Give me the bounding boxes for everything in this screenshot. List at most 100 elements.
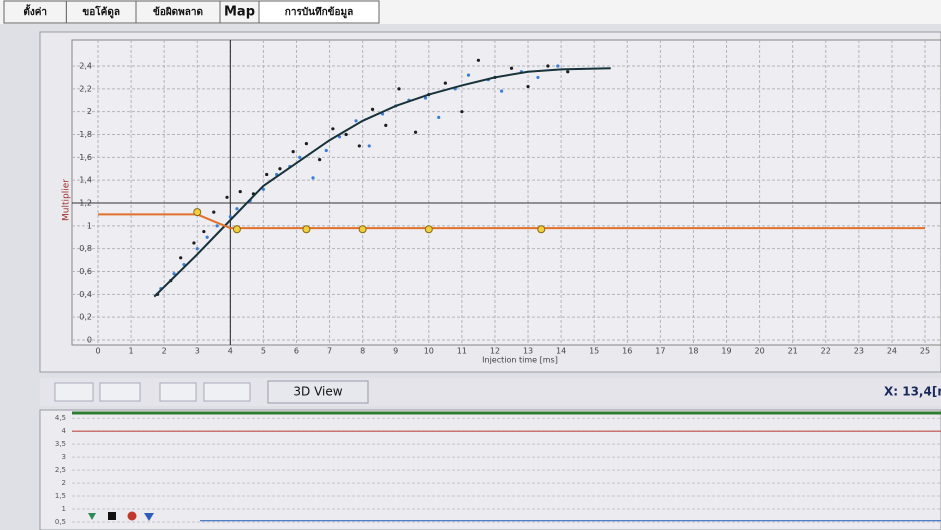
scatter-point xyxy=(235,207,239,211)
scatter-point xyxy=(370,107,375,111)
tab-label[interactable]: ขอโค้ดูล xyxy=(82,5,120,19)
button[interactable] xyxy=(203,382,251,402)
y-tick-label: 1,5 xyxy=(55,492,66,500)
x-tick-label: 19 xyxy=(721,347,731,356)
y-tick-label: 0,4 xyxy=(79,290,92,299)
point-marker xyxy=(424,225,433,234)
scatter-point xyxy=(536,75,540,80)
y-tick-label: 0,6 xyxy=(79,267,92,276)
main-chart: 00,20,40,60,811,21,41,61,822,22,40 1 2 3 4 5 6… xyxy=(62,39,941,365)
y-tick-label: 2,4 xyxy=(79,62,92,71)
scatter-point xyxy=(179,256,183,260)
x-tick-label: 16 xyxy=(622,347,632,356)
tab-label[interactable]: ข้อผิดพลาด xyxy=(153,6,203,18)
series-line xyxy=(98,213,925,230)
scatter-point xyxy=(265,172,269,177)
point-marker xyxy=(537,225,546,234)
cursor-readout: X: 13,4[ms xyxy=(884,385,941,399)
x-tick-label: 17 xyxy=(655,347,665,356)
x-tick-label: 11 xyxy=(457,347,467,356)
scatter-point xyxy=(238,189,242,194)
y-tick-label: 2 xyxy=(62,479,66,487)
tabs: ตั้งค่า ขอโค้ดูล ข้อผิดพลาด Map การบันทึกข้อ… xyxy=(3,0,380,24)
y-tick-label: 1,6 xyxy=(79,153,92,162)
scatter-point xyxy=(437,115,441,119)
scatter-point xyxy=(225,195,229,199)
scatter-point xyxy=(291,150,295,154)
point-marker xyxy=(232,225,241,234)
button[interactable] xyxy=(159,382,197,402)
y-tick-label: 0,2 xyxy=(79,313,92,322)
point-marker xyxy=(358,225,367,234)
scatter-point xyxy=(384,123,388,127)
point-marker xyxy=(193,208,202,217)
y-tick-label: 4,5 xyxy=(55,414,66,422)
x-tick-label: 3 xyxy=(195,347,200,356)
scatter-point xyxy=(357,144,361,148)
y-tick-label: 2,5 xyxy=(55,466,66,474)
view-button[interactable] xyxy=(267,380,369,404)
scatter-point xyxy=(566,70,570,74)
y-tick-label: 1,8 xyxy=(79,130,92,139)
scatter-point xyxy=(476,58,481,62)
button[interactable] xyxy=(54,382,94,402)
scatter-point xyxy=(212,210,216,214)
x-tick-label: 8 xyxy=(360,347,365,356)
series-line xyxy=(153,67,611,298)
legend-icon xyxy=(127,511,137,521)
scatter-point xyxy=(367,144,371,148)
x-tick-label: 24 xyxy=(887,347,897,356)
x-tick-label: 6 xyxy=(294,347,299,356)
scatter-point xyxy=(413,130,418,134)
scatter-point xyxy=(546,64,550,68)
legend-icon xyxy=(144,513,154,521)
scatter-point xyxy=(202,229,206,234)
x-tick-label: 21 xyxy=(788,347,798,356)
x-tick-label: 23 xyxy=(854,347,864,356)
y-tick-label: 1,4 xyxy=(79,176,92,185)
scatter-point xyxy=(318,158,322,162)
x-tick-label: 22 xyxy=(821,347,831,356)
y-tick-label: 1 xyxy=(87,221,92,230)
x-tick-label: 4 xyxy=(228,347,233,356)
scatter-point xyxy=(397,87,401,91)
scatter-point xyxy=(192,241,196,245)
tab-label[interactable]: ตั้งค่า xyxy=(23,4,47,18)
y-tick-label: 0,5 xyxy=(55,518,66,526)
scatter-point xyxy=(466,73,471,77)
x-tick-label: 12 xyxy=(490,347,500,356)
x-tick-label: 18 xyxy=(688,347,698,356)
button[interactable] xyxy=(99,382,141,402)
scatter-point xyxy=(311,176,315,180)
x-tick-label: 14 xyxy=(556,347,566,356)
scatter-point xyxy=(278,167,282,171)
y-tick-label: 0,8 xyxy=(79,244,92,253)
y-tick-label: 3,5 xyxy=(55,440,66,448)
x-tick-label: 1 xyxy=(129,347,134,356)
view-button-label[interactable]: 3D View xyxy=(293,385,342,399)
scatter-point xyxy=(195,247,199,251)
y-tick-label: 3 xyxy=(62,453,66,461)
lower-chart: 0,5 1 1,5 2 2,5 3 3,5 4 4,5 xyxy=(55,411,941,526)
x-tick-label: 25 xyxy=(920,347,930,356)
scatter-point xyxy=(556,64,560,68)
scatter-point xyxy=(215,224,219,228)
tab-label[interactable]: Map xyxy=(224,5,255,20)
tab-label[interactable]: การบันทึกข้อมูล xyxy=(285,6,353,19)
y-axis-label: Multiplier xyxy=(62,179,72,221)
x-tick-label: 2 xyxy=(162,347,167,356)
scatter-point xyxy=(304,142,309,146)
tab[interactable] xyxy=(258,0,380,24)
scatter-point xyxy=(526,84,530,89)
scatter-point xyxy=(499,89,504,93)
x-tick-label: 0 xyxy=(95,347,100,356)
scatter-point xyxy=(228,215,232,219)
x-tick-label: 5 xyxy=(261,347,266,356)
x-tick-label: 20 xyxy=(755,347,765,356)
y-tick-label: 2,2 xyxy=(79,84,92,93)
lower-panel xyxy=(39,409,941,530)
legend-icon xyxy=(108,512,116,520)
plot-area xyxy=(71,39,941,346)
x-tick-label: 15 xyxy=(589,347,599,356)
